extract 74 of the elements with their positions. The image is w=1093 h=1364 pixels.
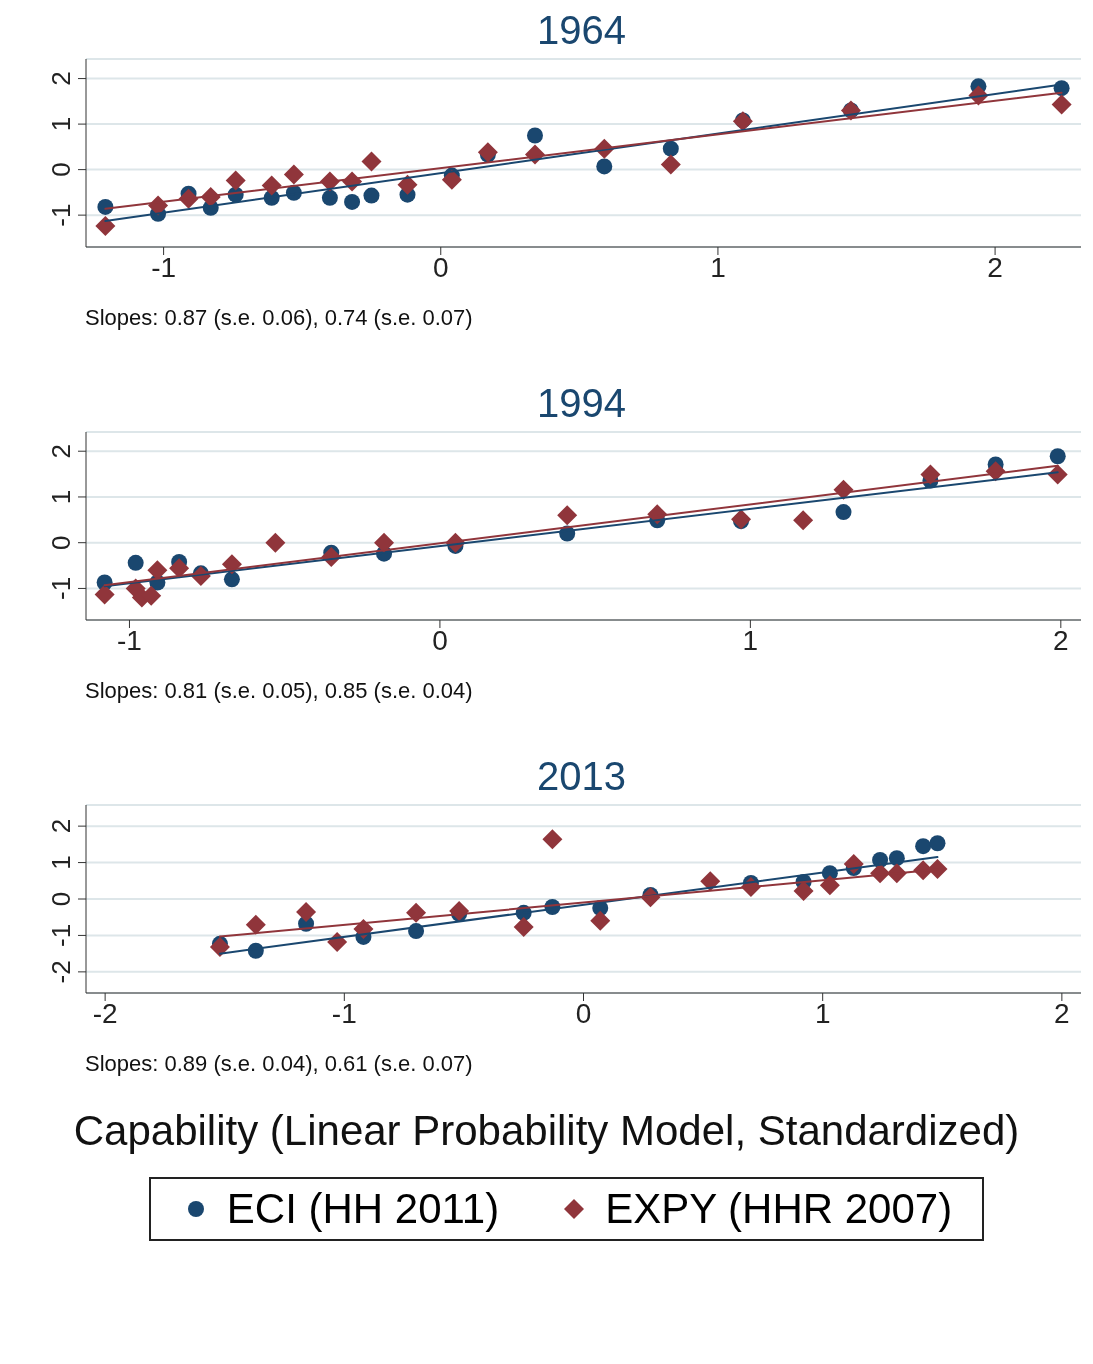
x-tick-label: -1: [117, 624, 142, 656]
point: [835, 504, 852, 521]
text: Slopes: 0.81 (s.e. 0.05), 0.85 (s.e. 0.04): [85, 678, 474, 704]
x-tick-label: 1: [742, 624, 759, 656]
point: [542, 829, 563, 850]
point: [127, 554, 144, 571]
y-tick-label: 2: [46, 71, 76, 86]
point: [557, 505, 578, 526]
y-tick-label: 1: [46, 489, 76, 505]
y-tick-label: 2: [46, 443, 76, 459]
y-tick-label: 1: [46, 855, 76, 870]
point: [361, 151, 382, 172]
x-axis-title: Capability (Linear Probability Model, Standardized): [72, 1107, 1021, 1155]
point: [915, 838, 932, 855]
x-tick-label: -1: [151, 251, 177, 283]
point: [374, 532, 395, 553]
x-tick-label: 0: [432, 251, 449, 283]
point: [344, 193, 361, 210]
x-tick-label: -2: [92, 997, 118, 1029]
point: [1051, 94, 1072, 115]
x-tick-label: -1: [331, 997, 357, 1029]
chart-title: 1994: [536, 381, 627, 426]
y-tick-label: -1: [46, 576, 76, 600]
point: [590, 910, 611, 931]
chart-title: 2013: [536, 754, 627, 799]
point: [147, 560, 168, 581]
y-tick-label: 2: [46, 818, 76, 834]
point: [793, 880, 814, 901]
point: [929, 835, 946, 852]
x-tick-label: 1: [710, 251, 726, 283]
point: [920, 464, 941, 485]
point: [296, 902, 317, 923]
chart-title: 1964: [536, 8, 627, 53]
text: Slopes: 0.87 (s.e. 0.06), 0.74 (s.e. 0.07): [85, 305, 474, 331]
point: [1049, 448, 1066, 465]
point: [209, 937, 230, 958]
point: [406, 902, 427, 923]
legend-label: ECI (HH 2011): [226, 1185, 500, 1233]
y-tick-label: -2: [46, 960, 76, 984]
x-tick-label: 2: [1053, 624, 1069, 656]
x-tick-label: 2: [1054, 997, 1070, 1029]
point: [97, 198, 114, 215]
point: [596, 158, 613, 175]
y-tick-label: -1: [46, 923, 76, 947]
y-tick-label: 1: [46, 116, 76, 132]
point: [223, 571, 240, 588]
legend-label: EXPY (HHR 2007): [605, 1185, 953, 1233]
point: [265, 532, 286, 553]
point: [94, 584, 115, 605]
y-tick-label: 0: [46, 162, 76, 177]
point: [321, 189, 338, 206]
y-tick-label: 0: [46, 891, 76, 907]
x-tick-label: 1: [814, 997, 831, 1029]
x-tick-label: 2: [987, 251, 1003, 283]
point: [245, 914, 266, 935]
point: [283, 164, 304, 185]
x-tick-label: 0: [575, 997, 592, 1029]
point: [225, 170, 246, 191]
text: Slopes: 0.89 (s.e. 0.04), 0.61 (s.e. 0.07): [85, 1051, 474, 1077]
y-tick-label: -1: [46, 203, 76, 227]
point: [660, 154, 681, 175]
point: [927, 859, 948, 880]
point: [700, 871, 721, 892]
point: [793, 510, 814, 531]
point: [513, 917, 534, 938]
point: [95, 216, 116, 237]
y-tick-label: 0: [46, 535, 76, 550]
x-tick-label: 0: [432, 624, 448, 656]
point: [527, 127, 543, 144]
point: [441, 169, 462, 190]
point: [397, 174, 418, 195]
point: [363, 187, 380, 204]
point: [819, 875, 840, 896]
point: [662, 140, 679, 157]
